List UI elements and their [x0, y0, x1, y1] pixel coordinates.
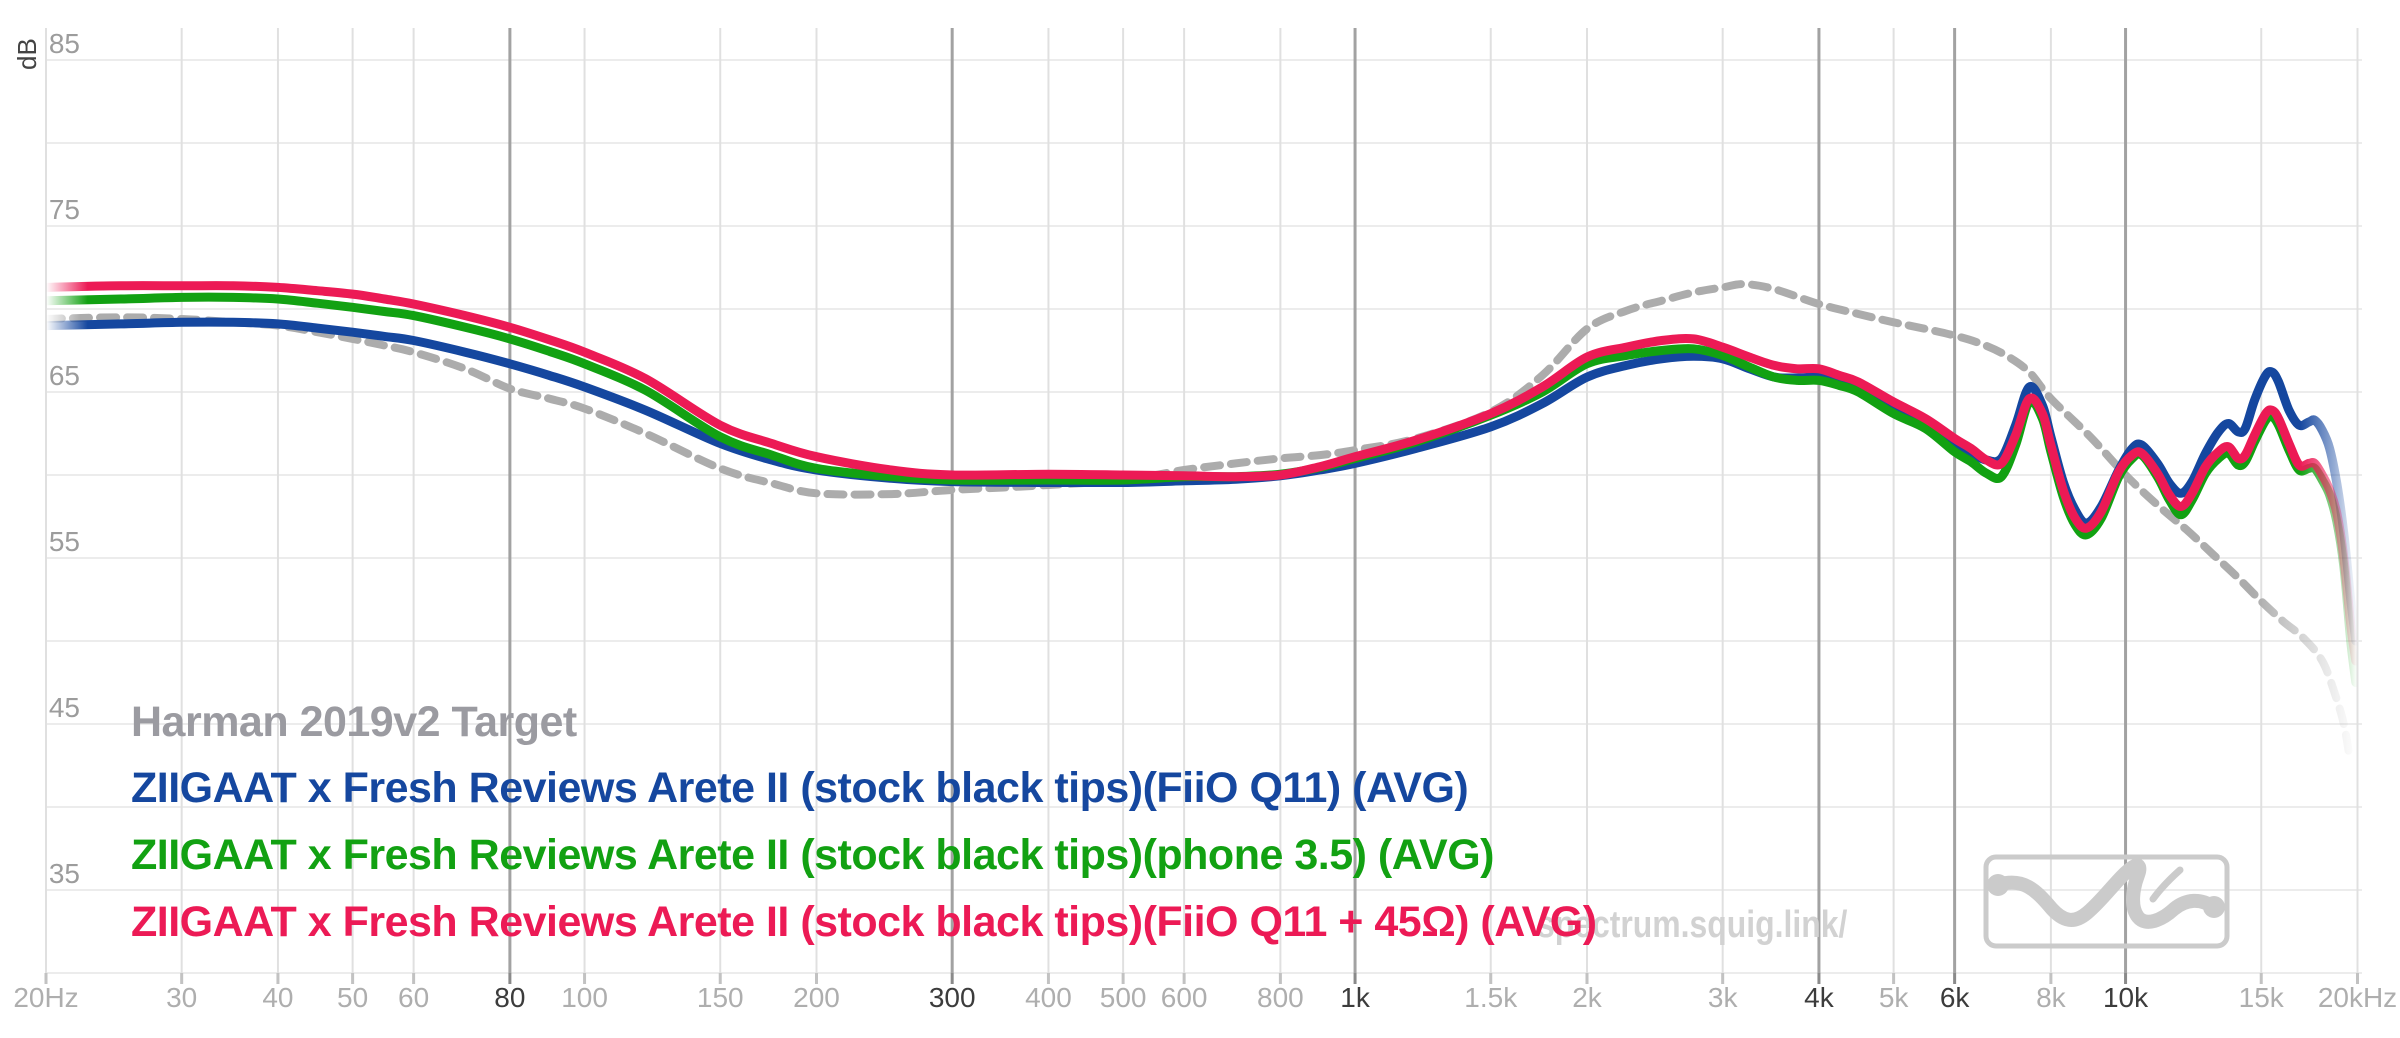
y-tick-label: 35: [49, 858, 80, 889]
x-tick-label: 6k: [1940, 982, 1971, 1013]
x-tick-label: 4k: [1804, 982, 1835, 1013]
x-tick-label: 8k: [2036, 982, 2067, 1013]
legend-item-arete-phone-35[interactable]: ZIIGAAT x Fresh Reviews Arete II (stock …: [131, 831, 1495, 879]
x-tick-label: 200: [793, 982, 840, 1013]
x-tick-label: 5k: [1879, 982, 1910, 1013]
x-tick-labels: 20Hz 30 40 50 60 80 100 150 200 300 400 500 600 800 1k…: [13, 982, 2397, 1013]
y-tick-label: 75: [49, 194, 80, 225]
x-tick-label: 300: [929, 982, 976, 1013]
x-tick-label: 2k: [1572, 982, 1603, 1013]
curve-q11: [41, 317, 2361, 646]
x-tick-label: 40: [262, 982, 293, 1013]
y-tick-label: 55: [49, 526, 80, 557]
x-tick-label: 10k: [2103, 982, 2149, 1013]
legend-item-arete-fiio-q11[interactable]: ZIIGAAT x Fresh Reviews Arete II (stock …: [131, 764, 1469, 812]
curves: [41, 280, 2361, 758]
x-tick-label: 150: [697, 982, 744, 1013]
x-tick-label: 1.5k: [1464, 982, 1518, 1013]
squig-logo: [1983, 854, 2230, 954]
curve-target: [42, 280, 2353, 758]
x-tick-label: 20Hz: [13, 982, 78, 1013]
x-tick-label: 1k: [1340, 982, 1371, 1013]
x-tick-label: 3k: [1708, 982, 1739, 1013]
x-tick-label: 60: [398, 982, 429, 1013]
y-tick-labels: 85 75 65 55 45 35: [49, 28, 80, 889]
x-tick-label: 600: [1161, 982, 1208, 1013]
legend-item-arete-fiio-q11-45ohm[interactable]: ZIIGAAT x Fresh Reviews Arete II (stock …: [131, 898, 1597, 946]
y-axis-unit-group: dB: [12, 38, 42, 70]
x-tick-label: 400: [1025, 982, 1072, 1013]
y-axis-unit: dB: [12, 38, 42, 70]
x-tick-label: 100: [561, 982, 608, 1013]
logo-squiggle-icon: [1987, 858, 2225, 929]
y-tick-label: 65: [49, 360, 80, 391]
x-tick-label: 80: [494, 982, 525, 1013]
logo-frame: [1983, 854, 2230, 949]
x-gridlines: [44, 28, 2359, 984]
x-tick-label: 20kHz: [2318, 982, 2397, 1013]
legend-item-harman-target[interactable]: Harman 2019v2 Target: [131, 698, 577, 746]
x-tick-label: 500: [1100, 982, 1147, 1013]
x-tick-label: 30: [166, 982, 197, 1013]
x-tick-label: 800: [1257, 982, 1304, 1013]
x-tick-label: 15k: [2239, 982, 2285, 1013]
y-tick-label: 45: [49, 692, 80, 723]
curve-q11-45ohm: [41, 281, 2361, 666]
x-tick-label: 50: [337, 982, 368, 1013]
watermark-text: spectrum.squig.link/: [1537, 904, 1848, 946]
y-tick-label: 85: [49, 28, 80, 59]
